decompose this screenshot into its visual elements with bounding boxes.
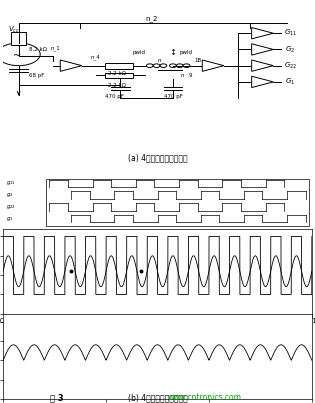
- Text: 470 pF: 470 pF: [164, 94, 183, 99]
- Text: $V_{cc}$: $V_{cc}$: [8, 25, 20, 35]
- Text: n_4: n_4: [91, 55, 100, 60]
- Bar: [105, 73, 133, 78]
- Text: www.cntronics.com: www.cntronics.com: [168, 393, 242, 402]
- Text: n: n: [157, 58, 161, 63]
- Text: 68 pF: 68 pF: [29, 73, 45, 78]
- Text: (b) 4路全桥驱动脉冲价真: (b) 4路全桥驱动脉冲价真: [128, 393, 187, 402]
- Bar: [11, 31, 26, 45]
- Text: $G_2$: $G_2$: [285, 44, 295, 54]
- Text: 2.2 kΩ: 2.2 kΩ: [108, 71, 126, 76]
- Text: n: n: [180, 73, 184, 78]
- Text: ↕: ↕: [169, 48, 176, 57]
- Bar: [105, 63, 133, 69]
- Text: (a) 4路全桥驱动脉冲信号: (a) 4路全桥驱动脉冲信号: [128, 154, 187, 163]
- Text: 9: 9: [188, 73, 192, 78]
- Text: n_2: n_2: [145, 15, 158, 22]
- Text: ~: ~: [13, 51, 21, 61]
- Text: $g_2$: $g_2$: [6, 191, 14, 199]
- Text: $g_{22}$: $g_{22}$: [6, 203, 16, 211]
- Text: $g_{11}$: $g_{11}$: [6, 179, 16, 187]
- Text: 2.2 kΩ: 2.2 kΩ: [108, 83, 126, 87]
- Text: 1B: 1B: [195, 58, 202, 63]
- Text: $G_1$: $G_1$: [285, 77, 295, 87]
- Text: 8.2 kΩ: 8.2 kΩ: [29, 47, 47, 52]
- Text: $G_{22}$: $G_{22}$: [284, 60, 297, 71]
- Text: $g_1$: $g_1$: [6, 215, 14, 222]
- Text: $G_{11}$: $G_{11}$: [284, 28, 297, 38]
- Text: 图 3: 图 3: [50, 393, 64, 402]
- Text: 470 pF: 470 pF: [105, 94, 124, 99]
- Bar: [46, 179, 309, 226]
- X-axis label: t/ms: t/ms: [150, 325, 165, 331]
- Text: n_1: n_1: [51, 45, 60, 51]
- Text: pwld: pwld: [133, 50, 146, 55]
- Text: pwld: pwld: [179, 50, 192, 55]
